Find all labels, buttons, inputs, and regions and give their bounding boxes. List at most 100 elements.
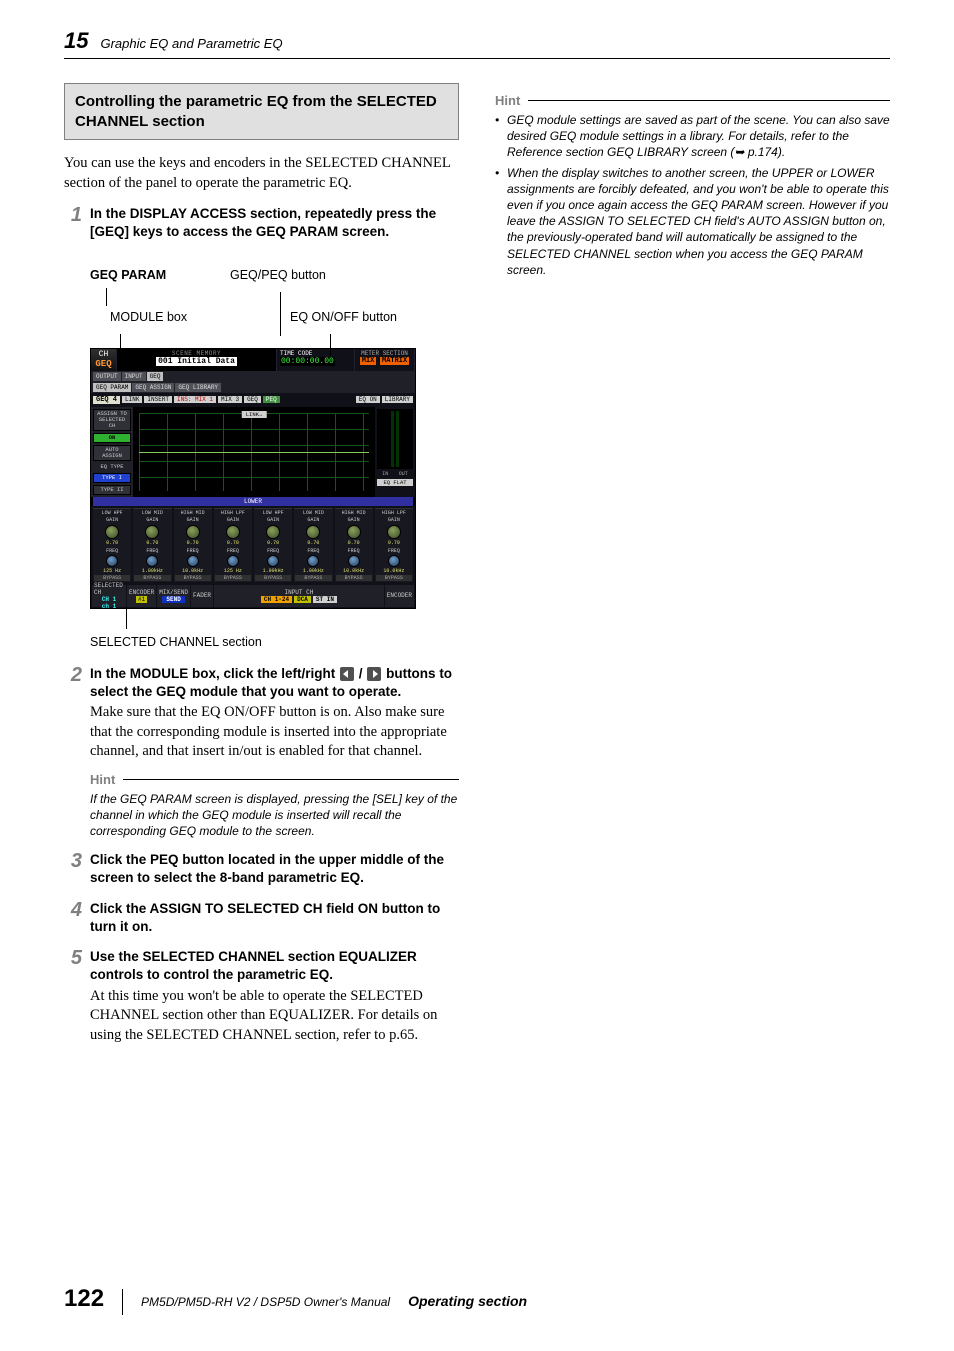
- band-gain-label: GAIN: [376, 517, 412, 524]
- gain-knob-icon[interactable]: [306, 525, 320, 539]
- band-gain-value: 0.70: [376, 540, 412, 546]
- ss-side-panel: ASSIGN TO SELECTED CH ON AUTO ASSIGN EQ …: [91, 407, 133, 497]
- band-gain-value: 0.70: [295, 540, 331, 546]
- ss-meter-section: METER SECTION MIX MATRIX: [355, 349, 415, 371]
- hint-bullet-1: GEQ module settings are saved as part of…: [495, 112, 890, 161]
- gain-knob-icon[interactable]: [387, 525, 401, 539]
- ss-scene-memory: SCENE MEMORY 001 Initial Data: [117, 349, 277, 371]
- band-gain-value: 0.70: [175, 540, 211, 546]
- ss-tab[interactable]: INPUT: [122, 372, 146, 381]
- band-freq-label: FREQ: [295, 548, 331, 554]
- ss-in-label: IN: [382, 471, 388, 477]
- ss-link-button[interactable]: LINK→: [242, 411, 267, 418]
- band-bypass-button[interactable]: BYPASS: [295, 575, 331, 581]
- ss-btn-geq[interactable]: GEQ: [244, 396, 261, 403]
- ss-dca-button[interactable]: DCA: [294, 596, 311, 603]
- ss-subtab[interactable]: GEQ PARAM: [93, 383, 131, 392]
- ss-eq-graph: LINK→: [135, 409, 373, 495]
- freq-knob-icon[interactable]: [187, 555, 199, 567]
- ss-band-strip: LOW HPF GAIN 0.70 FREQ 125 Hz BYPASS LOW…: [91, 506, 415, 584]
- band-name: LOW HPF: [94, 510, 130, 517]
- band-bypass-button[interactable]: BYPASS: [215, 575, 251, 581]
- eq-band: HIGH MID GAIN 0.70 FREQ 10.0kHz BYPASS: [335, 508, 373, 582]
- ss-meters: IN OUT EQ FLAT: [375, 407, 415, 497]
- hint-label: Hint: [90, 772, 115, 787]
- ss-btn-peq[interactable]: PEQ: [263, 396, 280, 403]
- freq-knob-icon[interactable]: [307, 555, 319, 567]
- chapter-number: 15: [64, 28, 88, 54]
- annot-geq-peq-button: GEQ/PEQ button: [230, 268, 390, 282]
- band-bypass-button[interactable]: BYPASS: [134, 575, 170, 581]
- ss-input-label: INPUT CH: [285, 589, 314, 596]
- band-bypass-button[interactable]: BYPASS: [336, 575, 372, 581]
- gain-knob-icon[interactable]: [145, 525, 159, 539]
- step-number: 4: [64, 900, 82, 938]
- ss-enc2-label: ENCODER: [387, 592, 412, 599]
- ss-toolbar: GEQ 4 LINK INSERT INS: MIX 1 MIX 3 GEQ P…: [91, 393, 415, 407]
- gain-knob-icon[interactable]: [347, 525, 361, 539]
- step-4: 4 Click the ASSIGN TO SELECTED CH field …: [64, 900, 459, 938]
- ss-eq-flat-button[interactable]: EQ FLAT: [377, 479, 413, 486]
- ss-btn-library[interactable]: LIBRARY: [382, 396, 413, 403]
- ss-scene-value: 001 Initial Data: [156, 357, 237, 366]
- freq-knob-icon[interactable]: [106, 555, 118, 567]
- step2-title-a: In the MODULE box, click the left/right: [90, 666, 339, 681]
- ss-btn-ins[interactable]: INS: MIX 1: [174, 396, 216, 403]
- band-freq-label: FREQ: [94, 548, 130, 554]
- ss-ch-range-button[interactable]: CH 1-24: [261, 596, 292, 603]
- ss-module-box[interactable]: GEQ 4: [93, 396, 120, 404]
- ss-stin-button[interactable]: ST IN: [313, 596, 337, 603]
- gain-knob-icon[interactable]: [186, 525, 200, 539]
- gain-knob-icon[interactable]: [226, 525, 240, 539]
- band-gain-value: 0.70: [336, 540, 372, 546]
- band-name: HIGH LPF: [376, 510, 412, 517]
- ss-btn-eqon[interactable]: EQ ON: [356, 396, 380, 403]
- ss-tab[interactable]: GEQ: [147, 372, 164, 381]
- band-bypass-button[interactable]: BYPASS: [175, 575, 211, 581]
- ss-send-button[interactable]: SEND: [162, 596, 184, 603]
- freq-knob-icon[interactable]: [388, 555, 400, 567]
- geq-param-screenshot: CH GEQ SCENE MEMORY 001 Initial Data TIM…: [90, 348, 416, 609]
- band-bypass-button[interactable]: BYPASS: [255, 575, 291, 581]
- gain-knob-icon[interactable]: [105, 525, 119, 539]
- hint-rule: [123, 779, 459, 780]
- ss-ch1b: ch 1: [102, 603, 116, 610]
- eq-band: LOW MID GAIN 0.70 FREQ 1.00kHz BYPASS: [133, 508, 171, 582]
- freq-knob-icon[interactable]: [267, 555, 279, 567]
- band-freq-label: FREQ: [175, 548, 211, 554]
- ss-footer-strip: SELECTED CH CH 1 ch 1 ENCODER #1 MIX/SEN…: [91, 584, 415, 608]
- ss-fader-box: FADER: [191, 585, 213, 607]
- ss-subtab[interactable]: GEQ LIBRARY: [175, 383, 221, 392]
- freq-knob-icon[interactable]: [348, 555, 360, 567]
- ss-btn-link[interactable]: LINK: [122, 396, 142, 403]
- ss-type2-button[interactable]: TYPE II: [93, 485, 131, 495]
- band-gain-value: 0.70: [255, 540, 291, 546]
- step-5: 5 Use the SELECTED CHANNEL section EQUAL…: [64, 948, 459, 1045]
- freq-knob-icon[interactable]: [146, 555, 158, 567]
- step-1: 1 In the DISPLAY ACCESS section, repeate…: [64, 205, 459, 243]
- ss-time-value: 00:00:00.00: [280, 357, 335, 366]
- ss-fader-label: FADER: [193, 592, 211, 599]
- ss-type1-button[interactable]: TYPE I: [93, 473, 131, 483]
- intro-paragraph: You can use the keys and encoders in the…: [64, 154, 459, 193]
- ss-tab[interactable]: OUTPUT: [93, 372, 121, 381]
- ss-ch-value: GEQ: [94, 359, 113, 369]
- ss-btn-insert[interactable]: INSERT: [144, 396, 172, 403]
- ss-meter-matrix: MATRIX: [380, 357, 409, 365]
- gain-knob-icon[interactable]: [266, 525, 280, 539]
- ss-meter-mix: MIX: [360, 357, 377, 365]
- ss-encoder-box: ENCODER #1: [127, 585, 156, 607]
- band-bypass-button[interactable]: BYPASS: [376, 575, 412, 581]
- ss-assign-label: ASSIGN TO SELECTED CH: [93, 409, 131, 431]
- freq-knob-icon[interactable]: [227, 555, 239, 567]
- ss-enc-num: #1: [136, 596, 147, 603]
- step-number: 5: [64, 948, 82, 1045]
- ss-assign-on-button[interactable]: ON: [93, 433, 131, 443]
- band-bypass-button[interactable]: BYPASS: [94, 575, 130, 581]
- annot-module-box: MODULE box: [110, 310, 230, 324]
- eq-band: HIGH LPF GAIN 0.70 FREQ 125 Hz BYPASS: [214, 508, 252, 582]
- ss-auto-assign-button[interactable]: AUTO ASSIGN: [93, 445, 131, 461]
- page-number: 122: [64, 1285, 104, 1313]
- ss-btn-mix[interactable]: MIX 3: [218, 396, 242, 403]
- ss-subtab[interactable]: GEQ ASSIGN: [132, 383, 174, 392]
